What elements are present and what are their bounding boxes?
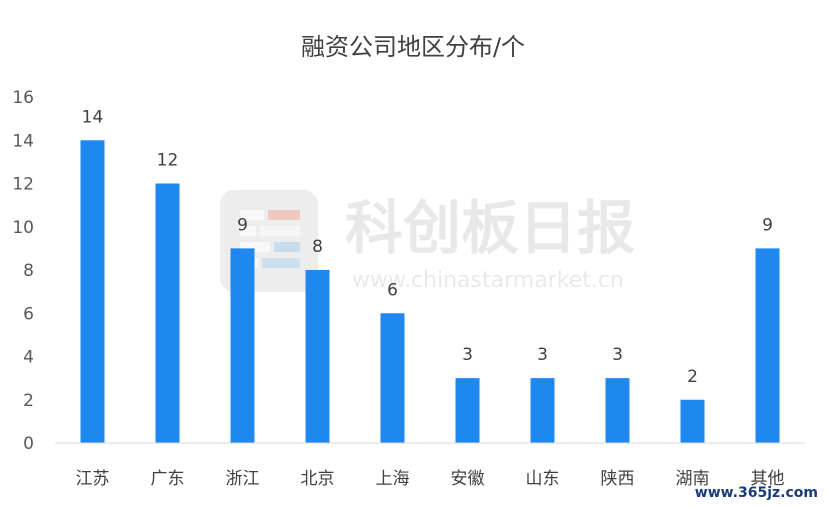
x-tick-label: 浙江 bbox=[226, 469, 260, 489]
y-tick-label: 8 bbox=[23, 261, 34, 281]
watermark-url: www.chinastarmarket.cn bbox=[352, 268, 624, 293]
x-tick-label: 山东 bbox=[526, 469, 560, 489]
y-tick-label: 10 bbox=[12, 218, 34, 238]
x-tick-label: 其他 bbox=[751, 469, 785, 489]
bar bbox=[755, 248, 780, 443]
x-tick-label: 上海 bbox=[376, 469, 410, 489]
bar bbox=[230, 248, 255, 443]
data-label: 9 bbox=[237, 215, 248, 235]
y-tick-label: 16 bbox=[12, 88, 34, 108]
bar bbox=[455, 378, 480, 443]
y-tick-label: 2 bbox=[23, 391, 34, 411]
data-label: 3 bbox=[537, 345, 548, 365]
bar bbox=[380, 313, 405, 443]
watermark-text: 科创板日报 bbox=[345, 194, 635, 262]
y-tick-label: 4 bbox=[23, 348, 34, 368]
x-tick-label: 北京 bbox=[301, 469, 335, 489]
data-label: 14 bbox=[82, 107, 104, 127]
y-axis-ticks: 0 2 4 6 8 10 12 14 16 bbox=[12, 88, 34, 454]
corner-watermark: www.365jz.com bbox=[695, 485, 818, 501]
data-label: 6 bbox=[387, 280, 398, 300]
data-label: 3 bbox=[612, 345, 623, 365]
bar bbox=[530, 378, 555, 443]
data-label: 2 bbox=[687, 367, 698, 387]
data-label: 12 bbox=[157, 151, 179, 171]
data-labels: 14 12 9 8 6 3 3 3 2 9 bbox=[82, 107, 773, 387]
watermark: 科创板日报 www.chinastarmarket.cn bbox=[220, 190, 635, 293]
y-tick-label: 6 bbox=[23, 304, 34, 324]
x-tick-label: 湖南 bbox=[676, 469, 710, 489]
y-tick-label: 12 bbox=[12, 175, 34, 195]
y-tick-label: 0 bbox=[23, 434, 34, 454]
data-label: 8 bbox=[312, 237, 323, 257]
data-label: 9 bbox=[762, 215, 773, 235]
y-tick-label: 14 bbox=[12, 131, 34, 151]
x-axis-ticks: 江苏 广东 浙江 北京 上海 安徽 山东 陕西 湖南 其他 bbox=[76, 469, 785, 489]
x-tick-label: 安徽 bbox=[451, 469, 485, 489]
bar bbox=[605, 378, 630, 443]
bar bbox=[305, 270, 330, 443]
chart-title: 融资公司地区分布/个 bbox=[301, 33, 525, 61]
x-tick-label: 陕西 bbox=[601, 469, 635, 489]
bar bbox=[80, 140, 105, 443]
x-tick-label: 江苏 bbox=[76, 469, 110, 489]
x-tick-label: 广东 bbox=[151, 469, 185, 489]
bar bbox=[680, 399, 705, 443]
bar bbox=[155, 183, 180, 443]
data-label: 3 bbox=[462, 345, 473, 365]
bars bbox=[80, 140, 780, 443]
